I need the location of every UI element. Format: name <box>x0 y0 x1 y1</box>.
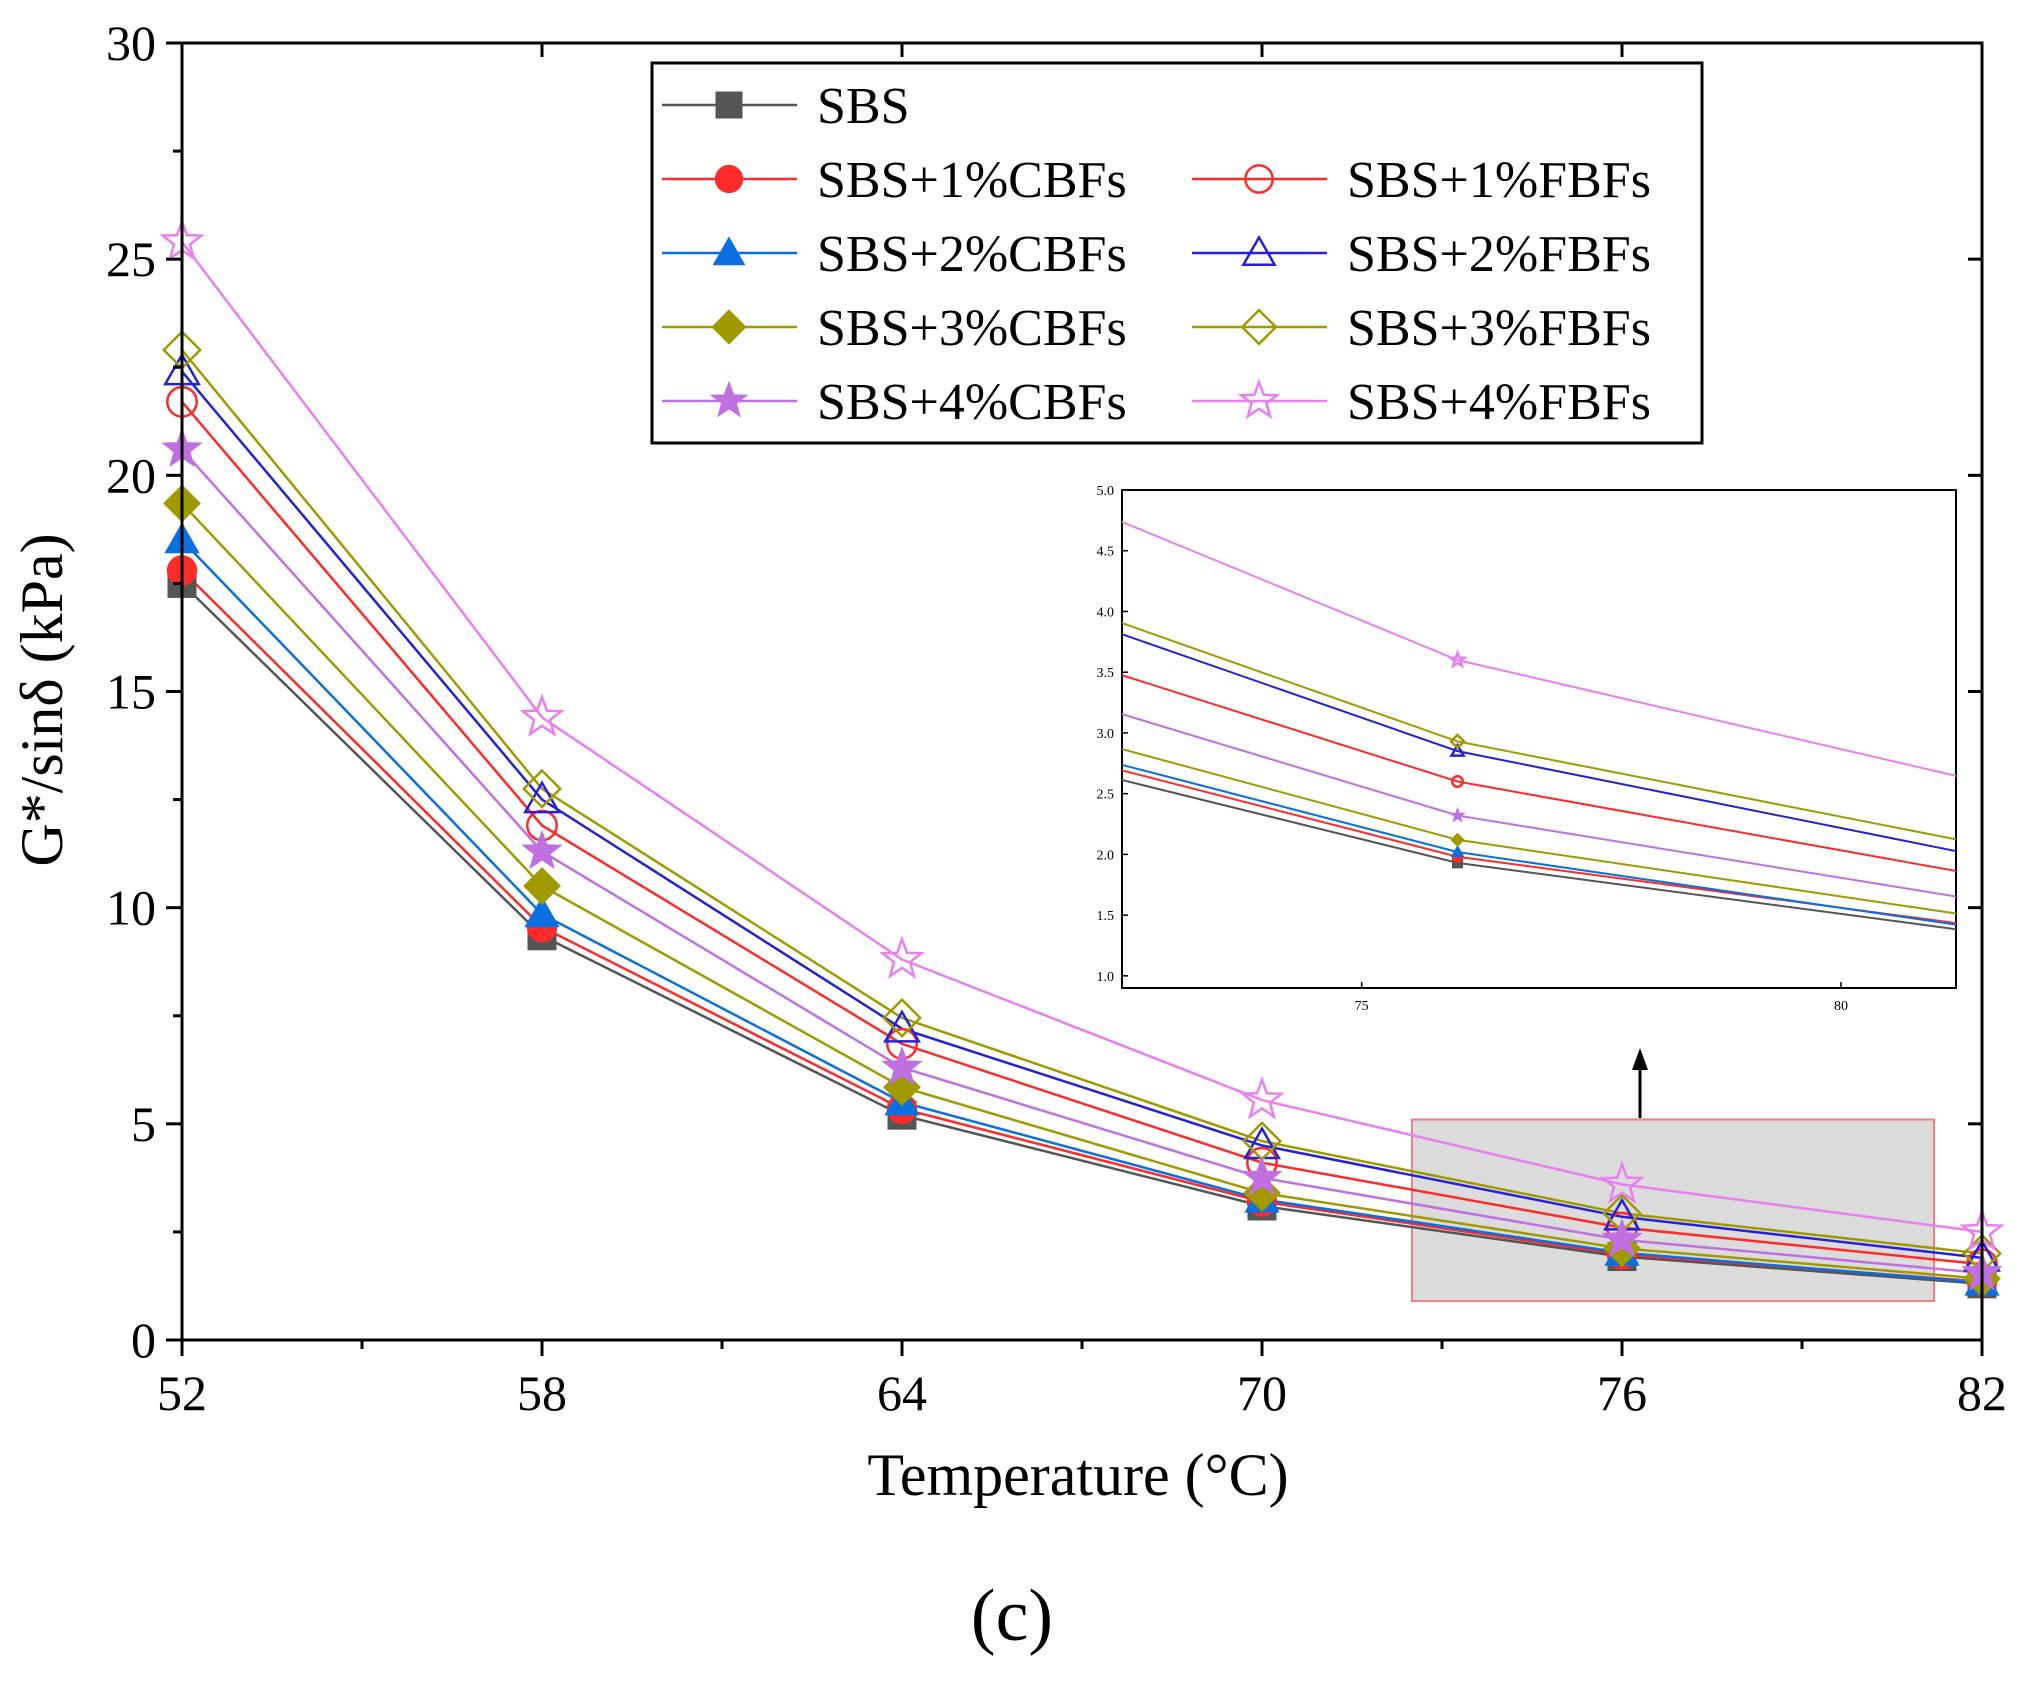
legend-label: SBS+1%CBFs <box>817 152 1127 209</box>
inset-y-tick-label: 2.0 <box>1097 848 1115 863</box>
inset-data-point <box>1449 742 1466 757</box>
inset-y-tick-label: 3.0 <box>1097 727 1115 742</box>
inset-x-tick-label: 75 <box>1355 999 1369 1014</box>
inset-series <box>1122 520 1956 931</box>
panel-label: (c) <box>971 1575 1053 1657</box>
legend-marker <box>711 309 747 345</box>
inset-y-tick-label: 3.5 <box>1097 666 1115 681</box>
data-point <box>521 829 563 870</box>
y-tick-label: 15 <box>106 664 156 720</box>
series-lines <box>181 241 1983 1286</box>
series-line-2 <box>181 400 1983 1266</box>
series-line-7 <box>181 448 1983 1275</box>
y-tick-label: 0 <box>131 1312 156 1368</box>
x-tick-label: 70 <box>1237 1365 1287 1421</box>
legend-label: SBS+3%CBFs <box>817 300 1127 357</box>
series-line-8 <box>181 241 1983 1234</box>
x-tick-label: 52 <box>157 1365 207 1421</box>
data-point <box>1599 1160 1645 1204</box>
x-tick-label: 76 <box>1597 1365 1647 1421</box>
inset-series-line-3 <box>1122 763 1956 926</box>
data-point <box>523 867 561 905</box>
inset-data-point <box>1449 806 1466 823</box>
series-line-0 <box>181 582 1983 1286</box>
legend-marker <box>715 91 743 119</box>
inset-y-tick-label: 4.5 <box>1097 545 1115 560</box>
legend-marker <box>712 236 746 266</box>
data-point <box>881 1045 923 1086</box>
data-point <box>522 768 562 809</box>
inset-y-tick-label: 2.5 <box>1097 788 1115 803</box>
y-tick-label: 30 <box>106 15 156 71</box>
y-tick-label: 25 <box>106 231 156 287</box>
main-axes: 52 58 64 70 76 82 0 5 10 15 20 25 30 <box>106 15 2007 1421</box>
y-tick-label: 5 <box>131 1096 156 1152</box>
inset-series-line-8 <box>1122 520 1956 777</box>
y-tick-label: 10 <box>106 880 156 936</box>
legend: SBS SBS+1%CBFs SBS+1%FBFs SBS+2%CBFs SBS+2%F… <box>650 61 1704 445</box>
inset-y-tick-label: 1.0 <box>1097 970 1115 985</box>
legend-marker <box>1237 378 1281 420</box>
inset-series-line-2 <box>1122 674 1956 873</box>
legend-label: SBS+4%CBFs <box>817 374 1127 431</box>
data-point <box>1239 1076 1285 1120</box>
inset-data-point <box>1450 844 1465 857</box>
x-tick-label: 82 <box>1957 1365 2007 1421</box>
inset-chart: 1.0 1.5 2.0 2.5 3.0 3.5 4.0 4.5 5.0 75 80 <box>1097 484 1957 1118</box>
data-point <box>1243 1174 1281 1212</box>
series-line-3 <box>181 539 1983 1284</box>
legend-label: SBS+2%CBFs <box>817 226 1127 283</box>
data-point <box>1601 1217 1643 1258</box>
legend-label: SBS <box>817 78 910 135</box>
inset-data-point <box>1447 649 1468 669</box>
inset-y-tick-label: 5.0 <box>1097 484 1115 499</box>
legend-marker <box>1244 164 1274 194</box>
y-tick-label: 20 <box>106 447 156 503</box>
inset-y-tick-label: 1.5 <box>1097 909 1115 924</box>
series-line-1 <box>181 569 1983 1283</box>
inset-series-line-6 <box>1122 622 1956 841</box>
legend-box <box>650 61 1704 445</box>
legend-label: SBS+4%FBFs <box>1347 374 1651 431</box>
inset-series-line-1 <box>1122 769 1956 925</box>
series-line-4 <box>181 370 1983 1260</box>
legend-marker <box>1241 234 1277 266</box>
legend-marker <box>709 380 749 418</box>
data-point <box>1241 1156 1283 1196</box>
x-axis-title: Temperature (°C) <box>867 1442 1288 1508</box>
inset-series-line-4 <box>1122 633 1956 853</box>
series-line-6 <box>181 349 1983 1255</box>
inset-series-line-7 <box>1122 713 1956 898</box>
legend-label: SBS+3%FBFs <box>1347 300 1651 357</box>
y-axis-title: G*/sinδ (kPa) <box>9 533 75 866</box>
x-tick-label: 64 <box>877 1365 927 1421</box>
zoom-arrow-head <box>1632 1048 1648 1070</box>
inset-data-point <box>1451 775 1465 789</box>
legend-label: SBS+1%FBFs <box>1347 152 1651 209</box>
x-tick-label: 58 <box>517 1365 567 1421</box>
series-line-5 <box>181 502 1983 1280</box>
data-point <box>879 935 925 979</box>
data-point <box>524 896 560 928</box>
inset-x-tick-label: 80 <box>1834 999 1848 1014</box>
inset-data-point <box>1450 832 1465 848</box>
inset-series-line-0 <box>1122 778 1956 931</box>
legend-marker <box>714 164 744 194</box>
inset-data-point <box>1449 733 1466 750</box>
inset-series-line-5 <box>1122 748 1956 915</box>
data-point <box>519 693 565 737</box>
data-point <box>882 997 922 1038</box>
inset-y-tick-label: 4.0 <box>1097 605 1115 620</box>
legend-marker <box>1240 308 1278 346</box>
legend-label: SBS+2%FBFs <box>1347 226 1651 283</box>
